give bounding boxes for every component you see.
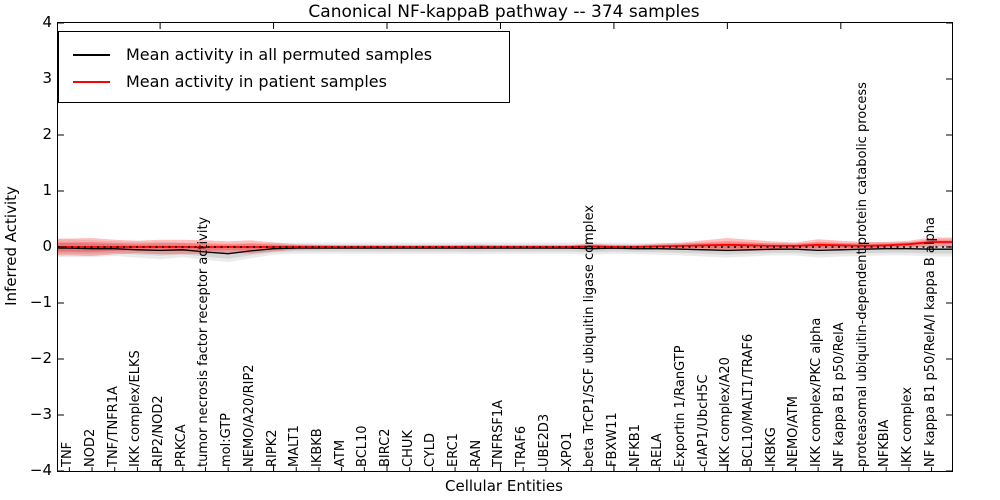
x-tick-label: beta TrCP1/SCF ubiquitin ligase complex bbox=[582, 204, 598, 467]
legend-line-swatch bbox=[73, 80, 110, 83]
x-tick-label: UBE2D3 bbox=[536, 413, 552, 467]
x-tick-label: IKK complex/ELKS bbox=[128, 350, 144, 467]
chart-title: Canonical NF-kappaB pathway -- 374 sampl… bbox=[308, 2, 700, 22]
x-tick-label: NF kappa B1 p50/RelA/I kappa B alpha bbox=[922, 217, 938, 467]
x-tick-label: mol:GTP bbox=[219, 413, 235, 467]
x-tick-label: PRKCA bbox=[173, 424, 189, 467]
y-tick-label: −2 bbox=[29, 349, 52, 367]
x-tick-label: CYLD bbox=[423, 432, 439, 467]
x-tick-label: RIPK2 bbox=[264, 429, 280, 467]
x-tick-label: ATM bbox=[332, 439, 348, 467]
x-tick-label: NFKB1 bbox=[627, 424, 643, 467]
x-tick-label: RELA bbox=[650, 433, 666, 467]
y-tick-label: 0 bbox=[42, 237, 52, 255]
x-axis-title: Cellular Entities bbox=[445, 477, 563, 495]
x-tick-label: cIAP1/UbcH5C bbox=[695, 374, 711, 467]
x-tick-label: NEMO/ATM bbox=[786, 396, 802, 467]
x-tick-label: proteasomal ubiquitin-dependent protein … bbox=[854, 82, 870, 467]
y-tick-label: 4 bbox=[42, 13, 52, 31]
x-tick-label: NFKBIA bbox=[877, 419, 893, 467]
x-tick-label: ERC1 bbox=[446, 433, 462, 467]
x-tick-label: IKK complex/A20 bbox=[718, 357, 734, 467]
x-tick-label: RIP2/NOD2 bbox=[151, 395, 167, 467]
x-tick-label: IKBKB bbox=[309, 428, 325, 467]
x-tick-label: BIRC2 bbox=[378, 428, 393, 468]
legend-entry: Mean activity in all permuted samples bbox=[73, 41, 509, 68]
x-tick-label: BCL10/MALT1/TRAF6 bbox=[741, 333, 757, 467]
legend: Mean activity in all permuted samples Mea… bbox=[58, 31, 510, 103]
x-tick-label: CHUK bbox=[400, 430, 416, 467]
x-tick-label: NEMO/A20/RIP2 bbox=[241, 364, 257, 467]
x-tick-label: tumor necrosis factor receptor activity bbox=[196, 216, 212, 467]
x-tick-label: TNF bbox=[60, 441, 76, 467]
legend-label: Mean activity in patient samples bbox=[126, 72, 387, 91]
chart-canvas bbox=[58, 22, 952, 472]
x-tick-label: TRAF6 bbox=[514, 425, 530, 467]
x-tick-label: TNFRSF1A bbox=[491, 399, 507, 467]
legend-line-swatch bbox=[73, 53, 110, 56]
x-tick-label: NF kappa B1 p50/RelA bbox=[831, 322, 847, 467]
x-tick-label: NOD2 bbox=[83, 428, 99, 467]
legend-entry: Mean activity in patient samples bbox=[73, 68, 509, 95]
x-tick-label: IKBKG bbox=[763, 427, 779, 467]
permuted-mean-line bbox=[58, 247, 952, 255]
y-tick-label: −1 bbox=[29, 293, 52, 311]
x-tick-label: IKK complex/PKC alpha bbox=[809, 317, 825, 467]
x-tick-label: RAN bbox=[468, 439, 484, 467]
x-tick-label: TNF/TNFR1A bbox=[105, 386, 121, 467]
x-tick-label: IKK complex bbox=[899, 386, 915, 467]
x-tick-label: FBXW11 bbox=[604, 412, 620, 467]
y-tick-label: 1 bbox=[42, 181, 52, 199]
y-tick-label: 3 bbox=[42, 69, 52, 87]
y-tick-label: −4 bbox=[29, 461, 52, 479]
plot-area bbox=[57, 22, 953, 472]
x-tick-label: MALT1 bbox=[287, 425, 303, 467]
legend-label: Mean activity in all permuted samples bbox=[126, 45, 433, 64]
x-tick-label: Exportin 1/RanGTP bbox=[672, 345, 688, 467]
y-tick-label: 2 bbox=[42, 125, 52, 143]
y-tick-label: −3 bbox=[29, 405, 52, 423]
x-tick-label: BCL10 bbox=[355, 425, 371, 467]
x-tick-label: XPO1 bbox=[559, 431, 575, 467]
